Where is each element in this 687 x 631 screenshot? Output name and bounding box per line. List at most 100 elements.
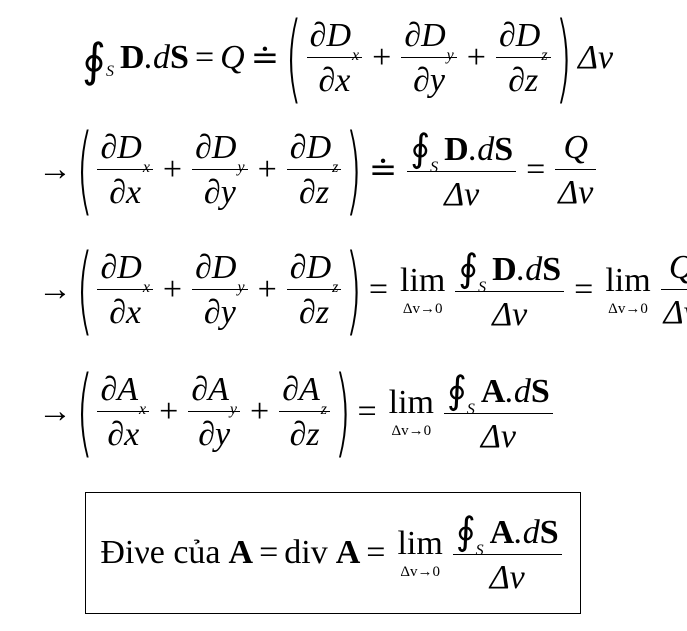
fraction-dDy-dy: ∂D y ∂y — [192, 128, 248, 212]
equals-sign: = — [259, 534, 279, 571]
numerator: ∂A — [282, 370, 320, 408]
denominator: ∂x — [107, 416, 140, 453]
right-paren: ) — [345, 234, 363, 346]
fraction-bar — [444, 413, 553, 415]
fraction-dDx-dx: ∂D x ∂x — [97, 128, 153, 212]
left-paren: ( — [76, 114, 94, 226]
denominator: Δv — [558, 174, 594, 211]
subscript: x — [142, 158, 150, 176]
lim-word: lim — [605, 261, 651, 299]
denominator: ∂z — [299, 294, 330, 331]
denominator: ∂y — [203, 294, 236, 331]
equals-sign: = — [368, 271, 388, 308]
contour-integral-symbol: ∮ — [455, 510, 476, 553]
fraction-dDz-dz: ∂D z ∂z — [286, 128, 342, 212]
denominator: ∂y — [413, 62, 445, 99]
fraction-bar — [97, 411, 150, 412]
denominator: ∂x — [109, 294, 142, 331]
fraction-Q-over-dv: Q Δv — [555, 128, 597, 212]
plus-sign: + — [466, 39, 486, 76]
vector-A: A — [480, 373, 506, 411]
numerator: ∂D — [100, 128, 142, 166]
numerator: ∂D — [289, 128, 332, 166]
delta-v: Δv — [578, 39, 614, 76]
subscript: z — [332, 158, 339, 176]
fraction-bar — [495, 57, 551, 58]
fraction-bar — [401, 57, 457, 58]
fraction-dDy-dy: ∂D y ∂y — [401, 16, 457, 100]
approx-sign: ≐ — [368, 152, 398, 189]
fraction-bar — [279, 411, 331, 412]
subscript: z — [332, 278, 339, 296]
divergence-definition-box: Điνe của A = div A = lim Δv→0 ∮ S A .d S Δ… — [85, 492, 581, 614]
numerator: ∂D — [404, 16, 446, 54]
numerator: ∂D — [195, 128, 237, 166]
fraction-Q-over-dv: Q Δv — [660, 248, 687, 332]
limit-operator: lim Δv→0 — [605, 261, 651, 317]
lim-word: lim — [388, 383, 434, 421]
fraction-dDx-dx: ∂D x ∂x — [306, 16, 363, 100]
equals-sign: = — [574, 271, 594, 308]
fraction-dDz-dz: ∂D z ∂z — [286, 248, 342, 332]
denominator: Δv — [663, 294, 687, 331]
fraction-dDx-dx: ∂D x ∂x — [97, 248, 153, 332]
fraction-bar — [452, 554, 562, 556]
lim-subscript: Δv→0 — [608, 300, 648, 317]
denominator: Δv — [489, 559, 525, 597]
equation-divergence-approx: → ( ∂D x ∂x + ∂D y ∂y + ∂D z ∂z ) ≐ ∮ S D .d… — [0, 120, 687, 220]
definition-label: Điνe của — [100, 534, 221, 571]
contour-integral-symbol: ∮ — [410, 127, 431, 170]
plus-sign: + — [257, 271, 277, 308]
fraction-flux-over-dv: ∮ S D .d S Δv — [407, 126, 517, 215]
approx-sign: ≐ — [250, 40, 280, 77]
subscript: x — [139, 400, 147, 418]
fraction-dAy-dy: ∂A y ∂y — [188, 370, 241, 454]
denominator: Δv — [480, 418, 516, 456]
lim-subscript: Δv→0 — [391, 422, 432, 439]
denominator: ∂x — [318, 62, 351, 99]
fraction-bar — [407, 171, 517, 173]
denominator: ∂x — [109, 174, 142, 211]
dot-d: .d — [468, 131, 495, 169]
denominator: ∂y — [198, 416, 231, 453]
fraction-dAx-dx: ∂A x ∂x — [97, 370, 150, 454]
denominator: Δv — [444, 176, 480, 214]
subscript: y — [229, 400, 238, 418]
right-paren: ) — [345, 114, 363, 226]
numerator: ∂D — [498, 16, 541, 54]
fraction-dDy-dy: ∂D y ∂y — [192, 248, 248, 332]
vector-S: S — [542, 251, 562, 289]
fraction-bar — [286, 289, 342, 290]
vector-A: A — [228, 534, 254, 571]
equation-divergence-limit-D: → ( ∂D x ∂x + ∂D y ∂y + ∂D z ∂z ) = lim Δv→… — [0, 240, 687, 340]
dot-d: .d — [505, 373, 531, 411]
subscript: z — [541, 46, 548, 64]
vector-D: D — [444, 131, 469, 169]
fraction-fluxA-over-dv: ∮ S A .d S Δv — [452, 509, 562, 598]
numerator: ∂A — [191, 370, 229, 408]
fraction-dAz-dz: ∂A z ∂z — [279, 370, 331, 454]
numerator: ∂A — [100, 370, 139, 408]
plus-sign: + — [159, 393, 179, 430]
fraction-flux-over-dv: ∮ S D .d S Δv — [455, 246, 565, 335]
equals-sign: = — [526, 151, 546, 188]
numerator: ∂D — [100, 248, 142, 286]
numerator: ∂D — [309, 16, 352, 54]
dot-d: .d — [144, 39, 171, 76]
fraction-dDz-dz: ∂D z ∂z — [495, 16, 551, 100]
subscript: x — [352, 46, 360, 64]
vector-D: D — [119, 39, 145, 76]
numerator: ∂D — [195, 248, 237, 286]
numerator: ∂D — [289, 248, 332, 286]
vector-S: S — [170, 39, 189, 76]
lim-subscript: Δv→0 — [402, 300, 443, 317]
left-paren: ( — [76, 234, 94, 346]
denominator: ∂y — [203, 174, 236, 211]
subscript: x — [142, 278, 150, 296]
surface-subscript: S — [430, 158, 439, 176]
fraction-bar — [188, 411, 241, 412]
surface-subscript: S — [105, 63, 114, 80]
contour-integral-symbol: ∮ — [447, 369, 467, 412]
subscript: y — [446, 46, 454, 64]
implies-arrow: → — [38, 393, 72, 430]
